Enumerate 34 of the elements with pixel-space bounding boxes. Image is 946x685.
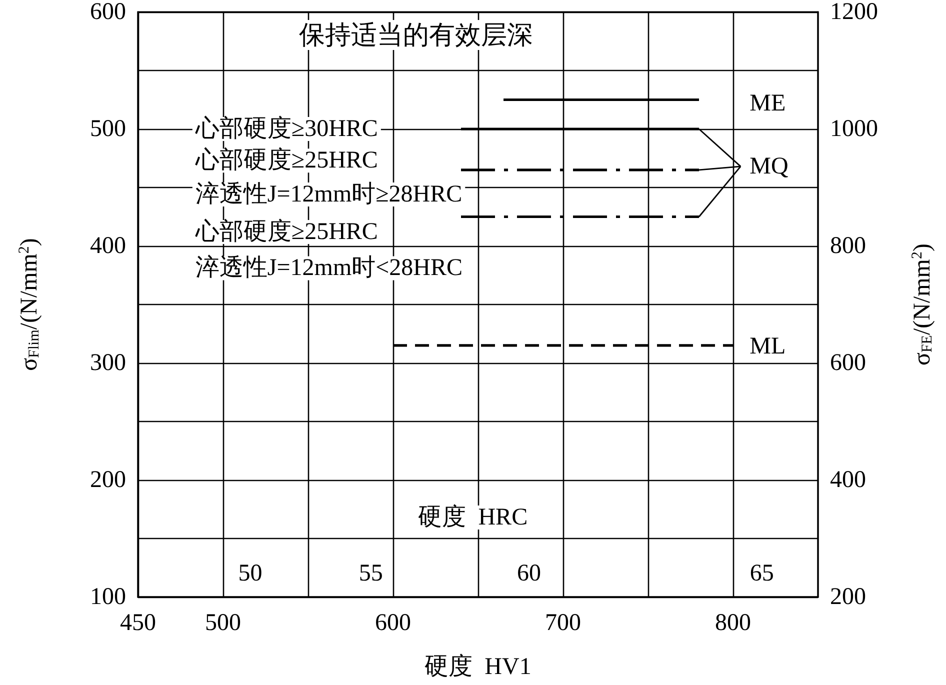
x-tick-label: 700 xyxy=(545,610,581,636)
y2-tick-label: 1000 xyxy=(830,116,878,142)
y-tick-label: 600 xyxy=(90,0,126,25)
annotation: 55 xyxy=(358,560,383,587)
x-axis-title: 硬度 HV1 xyxy=(424,653,532,680)
annotation: 65 xyxy=(750,560,774,587)
annotation: 60 xyxy=(517,560,541,587)
y-tick-label: 100 xyxy=(90,584,126,610)
x-tick-label: 450 xyxy=(120,610,156,636)
y2-tick-label: 600 xyxy=(830,350,866,376)
x-tick-label: 500 xyxy=(205,610,241,636)
annotation: 淬透性J=12mm时≥28HRC xyxy=(195,180,462,208)
annotation: ME xyxy=(750,90,786,116)
annotation: ML xyxy=(750,334,786,360)
y-tick-label: 300 xyxy=(90,350,126,376)
y-axis-title: σFlim/(N/mm2) xyxy=(16,238,42,371)
annotation: 心部硬度≥25HRC xyxy=(194,218,378,245)
annotation: 淬透性J=12mm时<28HRC xyxy=(195,254,462,282)
annotation: 心部硬度≥25HRC xyxy=(194,146,378,174)
annotation: MQ xyxy=(750,153,788,180)
x-tick-label: 600 xyxy=(375,610,411,636)
chart-title: 保持适当的有效层深 xyxy=(299,20,533,50)
y2-tick-label: 1200 xyxy=(830,0,878,25)
y2-axis-title: σFE/(N/mm2) xyxy=(910,244,936,366)
annotation: 硬度 HRC xyxy=(418,503,528,530)
y-tick-label: 500 xyxy=(90,116,126,142)
annotation: 50 xyxy=(238,560,262,587)
y-tick-label: 400 xyxy=(90,233,126,259)
y-tick-label: 200 xyxy=(90,467,126,493)
y2-tick-label: 400 xyxy=(830,467,866,493)
y2-tick-label: 200 xyxy=(830,584,866,610)
y2-tick-label: 800 xyxy=(830,233,866,259)
x-tick-label: 800 xyxy=(715,610,751,636)
annotation: 心部硬度≥30HRC xyxy=(194,115,378,142)
